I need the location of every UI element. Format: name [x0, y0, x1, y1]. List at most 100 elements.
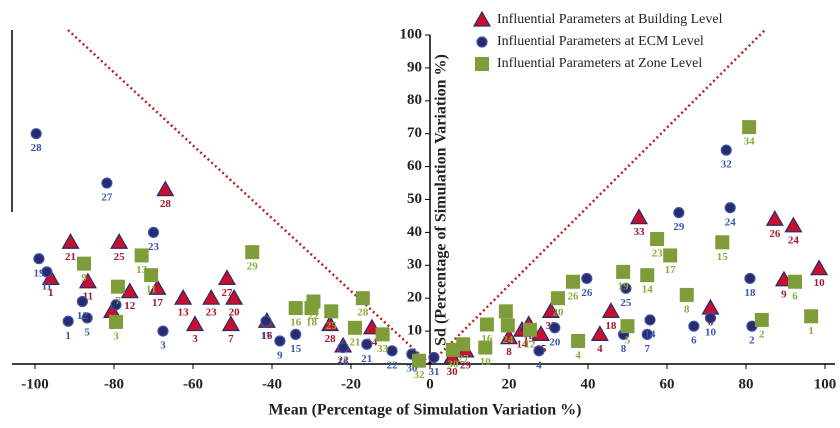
point — [174, 288, 193, 305]
point-label: 2 — [749, 335, 755, 347]
point — [616, 264, 631, 279]
point-label: 5 — [84, 326, 90, 338]
point — [108, 314, 123, 329]
point — [581, 272, 593, 285]
point — [260, 315, 272, 327]
x-tick-label: 40 — [581, 376, 596, 392]
point-label: 29 — [247, 261, 259, 273]
legend-label: Influential Parameters at ECM Level — [497, 34, 704, 49]
point-label: 9 — [81, 272, 87, 284]
point-label: 8 — [621, 343, 627, 355]
point-label: 3 — [160, 340, 166, 352]
point-label: 1 — [48, 287, 54, 299]
point — [810, 259, 829, 276]
point — [533, 345, 545, 357]
point — [688, 320, 700, 332]
x-tick-label: 100 — [814, 376, 837, 392]
point — [110, 299, 122, 311]
point — [78, 272, 97, 289]
point — [41, 266, 53, 278]
x-tick-label: -100 — [21, 376, 49, 392]
x-tick-label: 20 — [502, 376, 517, 392]
point — [290, 328, 302, 340]
point-label: 21 — [361, 353, 372, 365]
point-label: 11 — [146, 284, 156, 296]
point-label: 14 — [642, 284, 654, 296]
point-label: 27 — [101, 192, 113, 204]
x-tick-label: -20 — [341, 376, 361, 392]
point — [361, 338, 373, 350]
point-label: 8 — [506, 346, 512, 358]
point-label: 19 — [618, 280, 630, 292]
point — [337, 341, 349, 354]
x-tick-label: 60 — [660, 376, 675, 392]
point-label: 28 — [160, 198, 172, 210]
point — [522, 322, 537, 337]
point-label: 9 — [781, 288, 787, 300]
point-label: 24 — [502, 334, 514, 346]
point-label: 11 — [42, 280, 52, 292]
point — [33, 253, 45, 265]
point — [715, 235, 730, 250]
point — [355, 291, 370, 306]
point-label: 33 — [633, 226, 645, 238]
point — [641, 328, 653, 340]
y-tick-label: 40 — [407, 224, 422, 240]
point-label: 29 — [673, 221, 685, 233]
point-label: 19 — [523, 333, 535, 345]
point — [720, 144, 732, 156]
point — [650, 231, 665, 246]
point-label: 20 — [552, 307, 564, 319]
point-label: 25 — [114, 251, 126, 263]
point-label: 21 — [65, 251, 76, 263]
y-tick-label: 30 — [407, 257, 422, 273]
point-label: 5 — [625, 335, 631, 347]
point — [774, 270, 793, 287]
point-label: 22 — [338, 354, 350, 366]
x-tick-label: 0 — [426, 376, 434, 392]
point — [76, 256, 91, 271]
point-label: 10 — [705, 326, 717, 338]
point — [550, 291, 565, 306]
point — [110, 279, 125, 294]
point-label: 28 — [357, 307, 369, 319]
point-label: 10 — [814, 277, 826, 289]
reference-line — [67, 29, 431, 365]
point-label: 19 — [33, 267, 45, 279]
point-label: 30 — [447, 358, 459, 370]
point — [157, 325, 169, 337]
point — [498, 304, 513, 319]
point-label: 16 — [481, 333, 493, 345]
point-label: 28 — [325, 333, 337, 345]
x-tick-label: -40 — [262, 376, 282, 392]
point-label: 14 — [517, 339, 529, 351]
point-label: 17 — [152, 297, 164, 309]
point-label: 6 — [691, 335, 697, 347]
point-label: 1 — [65, 330, 71, 342]
point-label: 12 — [124, 300, 136, 312]
point-label: 23 — [652, 248, 664, 260]
point — [245, 245, 260, 260]
point — [478, 340, 493, 355]
point — [147, 226, 160, 238]
point-label: 25 — [620, 297, 632, 309]
point-label: 18 — [605, 320, 617, 332]
point — [565, 274, 580, 289]
point — [225, 288, 244, 305]
reference-line — [429, 29, 766, 365]
point — [679, 287, 694, 302]
point-label: 22 — [308, 310, 320, 322]
point — [386, 345, 398, 357]
point-label: 24 — [788, 234, 800, 246]
point — [347, 320, 362, 335]
point-label: 29 — [460, 359, 472, 371]
y-tick-label: 100 — [400, 26, 423, 42]
point — [306, 294, 321, 309]
point-label: 16 — [290, 317, 302, 329]
point — [673, 207, 685, 219]
point — [321, 315, 340, 332]
point — [663, 248, 678, 263]
y-tick-label: 50 — [407, 191, 422, 207]
point-label: 17 — [261, 330, 273, 342]
